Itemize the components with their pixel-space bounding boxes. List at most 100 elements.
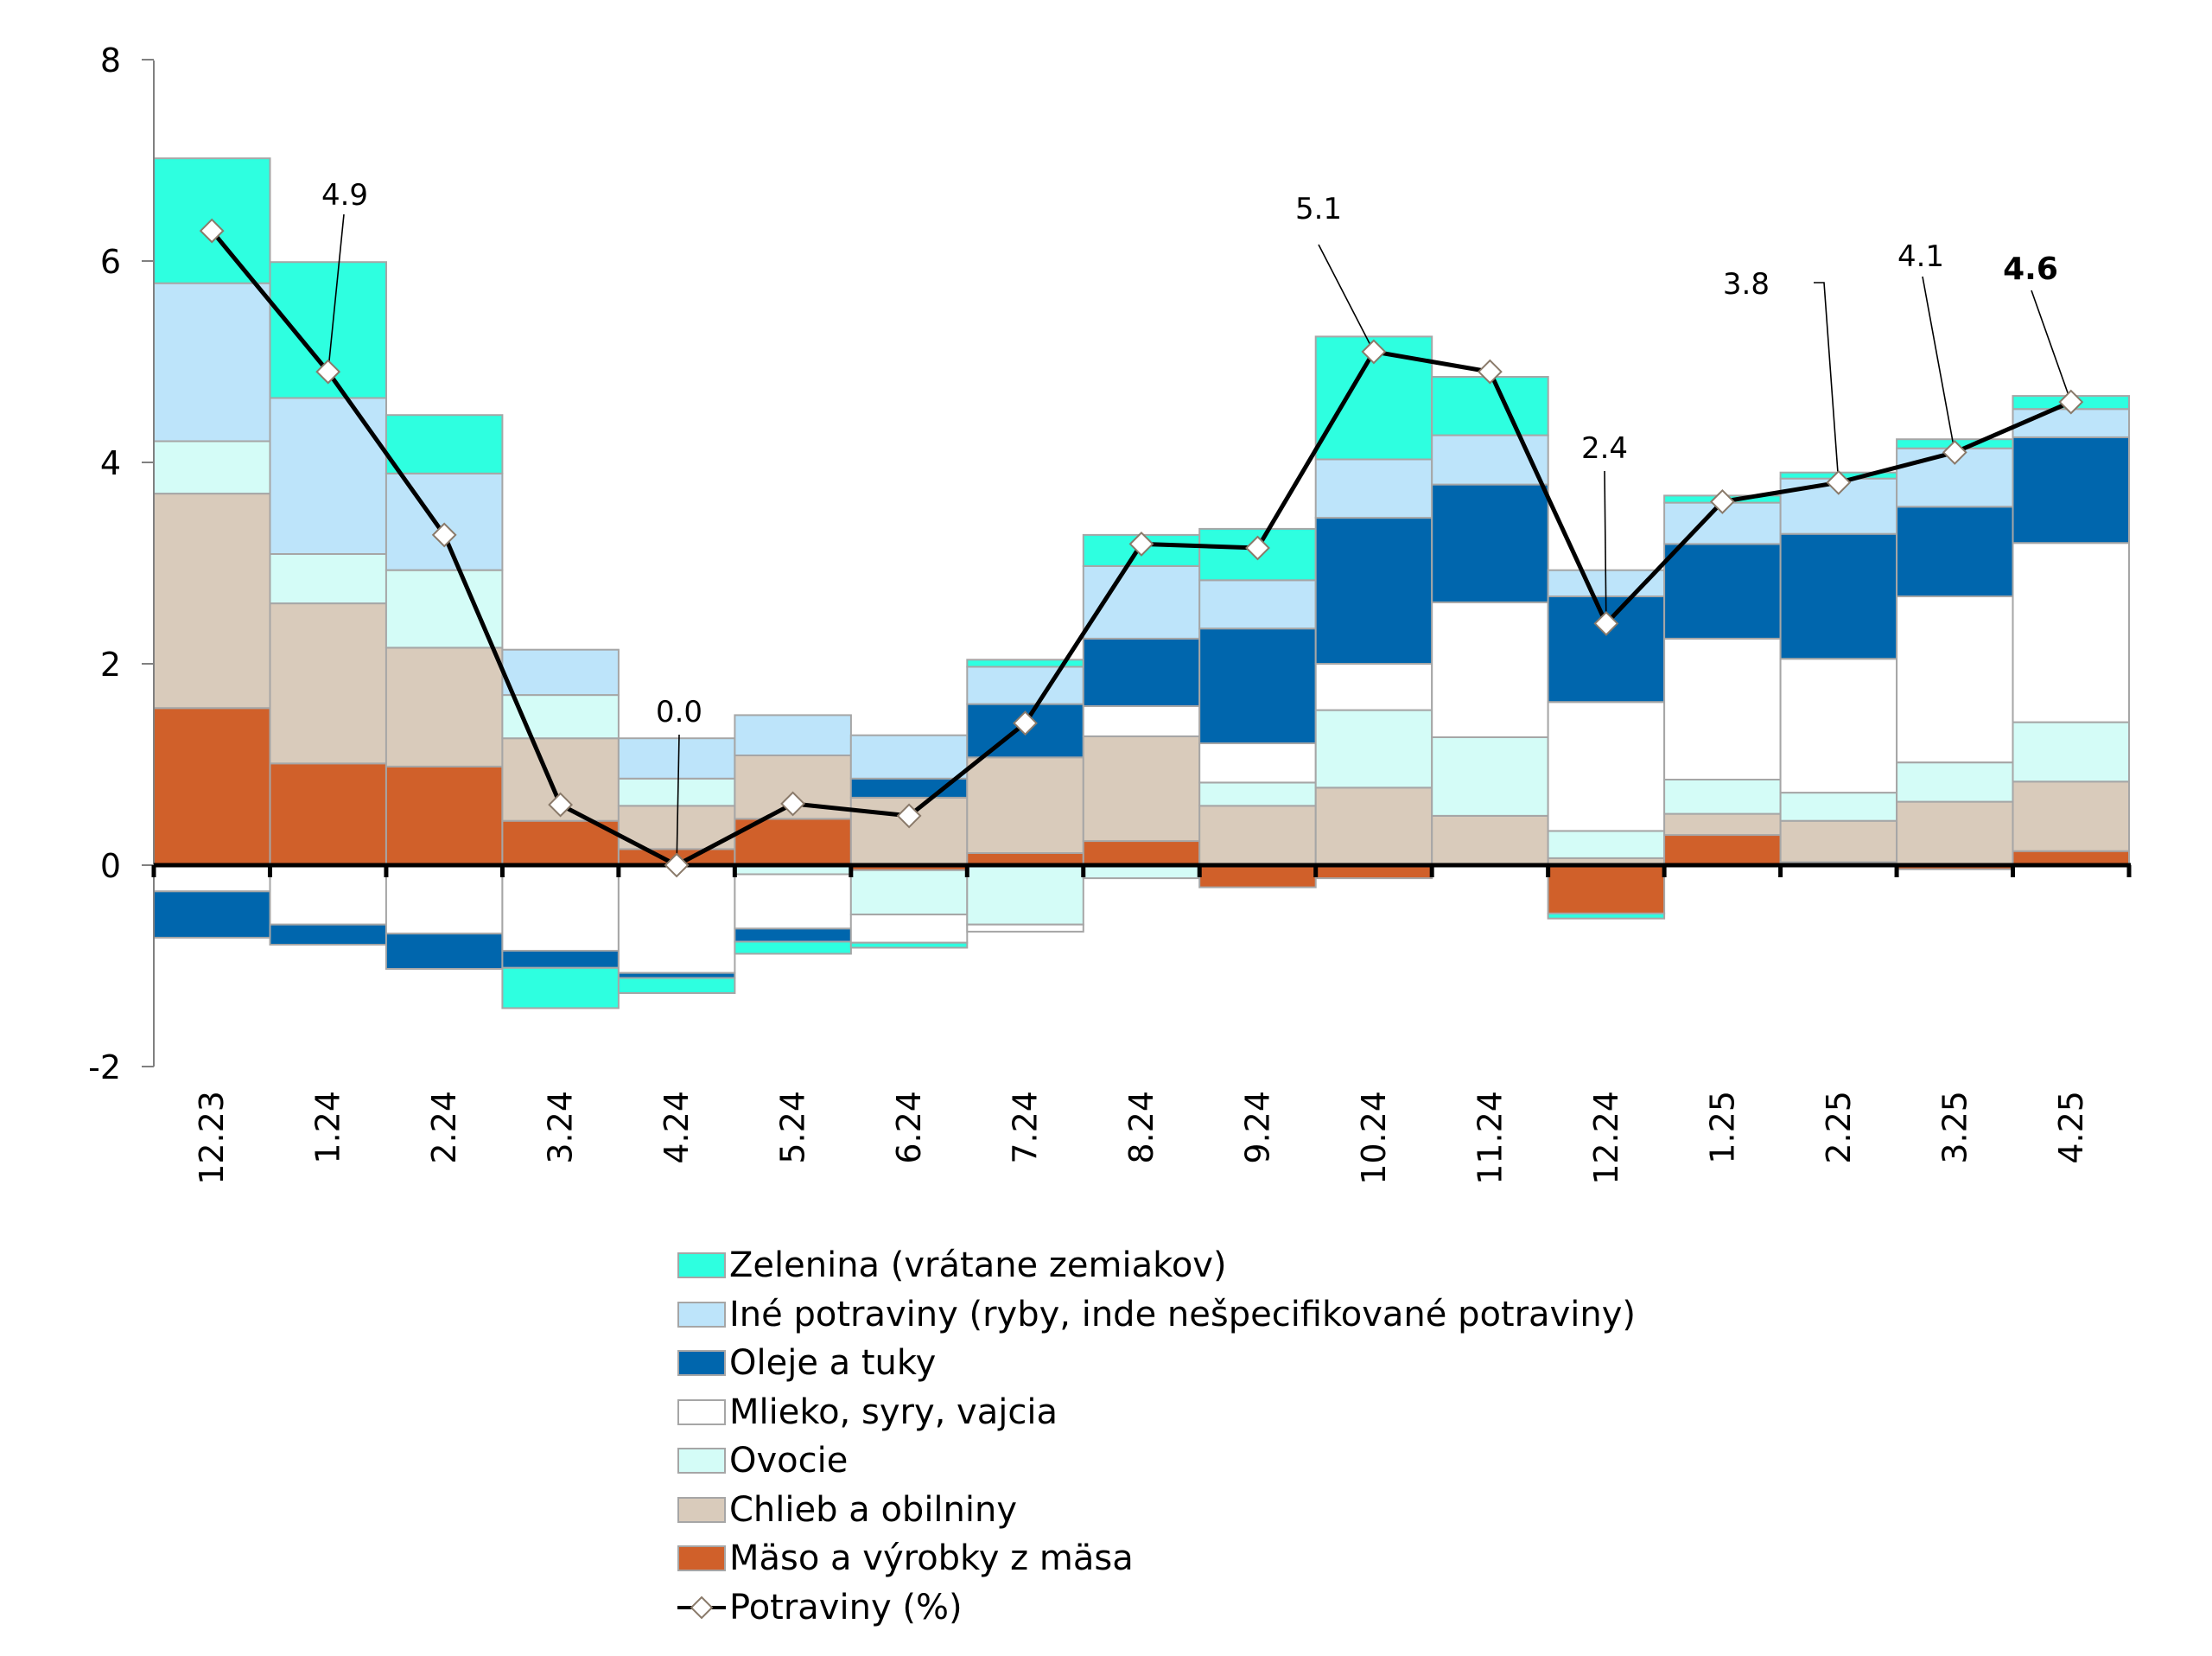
bar-segment-bread bbox=[1431, 814, 1549, 867]
annotation-leader-line bbox=[1604, 470, 1607, 624]
legend-item-meat[interactable]: Mäso a výrobky z mäsa bbox=[677, 1534, 1636, 1583]
bar-segment-bread bbox=[153, 493, 271, 710]
line-point-marker bbox=[2058, 389, 2084, 415]
data-label: 4.1 bbox=[1897, 239, 1944, 274]
legend-swatch-meat bbox=[677, 1545, 726, 1572]
bar-segment-milk bbox=[153, 864, 271, 893]
x-tick-label: 11.24 bbox=[1471, 1091, 1509, 1185]
legend-item-bread[interactable]: Chlieb a obilniny bbox=[677, 1486, 1636, 1535]
x-tick-label: 4.24 bbox=[658, 1091, 696, 1164]
legend-label: Mlieko, syry, vajcia bbox=[729, 1392, 1058, 1432]
x-tick-label: 7.24 bbox=[1007, 1091, 1045, 1164]
bar-segment-milk bbox=[1198, 742, 1317, 784]
bar-segment-oils bbox=[1431, 483, 1549, 603]
y-tick-label: 2 bbox=[100, 646, 121, 684]
line-point-marker bbox=[1128, 531, 1154, 557]
bar-segment-bread bbox=[1663, 812, 1782, 837]
bar-segment-veg bbox=[1547, 912, 1666, 920]
legend-label: Iné potraviny (ryby, inde nešpecifikovan… bbox=[729, 1294, 1636, 1334]
line-point-marker bbox=[1942, 439, 1967, 465]
bar-segment-milk bbox=[1431, 601, 1549, 739]
bar-segment-other bbox=[153, 282, 271, 443]
bar-segment-oils bbox=[501, 950, 620, 969]
legend-swatch-vegetables bbox=[677, 1252, 726, 1279]
legend-item-food-total[interactable]: Potraviny (%) bbox=[677, 1583, 1636, 1633]
bar-segment-meat bbox=[1082, 840, 1201, 866]
x-tick-label: 8.24 bbox=[1122, 1091, 1160, 1164]
legend-item-vegetables[interactable]: Zelenina (vrátane zemiakov) bbox=[677, 1241, 1636, 1290]
bar-segment-veg bbox=[385, 414, 504, 475]
bar-segment-oils bbox=[1663, 543, 1782, 640]
x-tick-label: 12.23 bbox=[193, 1091, 231, 1185]
bar-segment-other bbox=[849, 734, 969, 780]
bar-segment-other bbox=[385, 472, 504, 571]
legend-item-milk[interactable]: Mlieko, syry, vajcia bbox=[677, 1388, 1636, 1437]
bar-segment-other bbox=[501, 648, 620, 697]
bar-segment-oils bbox=[1779, 532, 1898, 660]
x-tick-label: 1.25 bbox=[1703, 1091, 1741, 1164]
bar-segment-oils bbox=[1082, 637, 1201, 708]
bar-segment-milk bbox=[1082, 704, 1201, 737]
bar-segment-milk bbox=[1547, 701, 1666, 832]
y-tick-label: 0 bbox=[100, 847, 121, 885]
line-point-marker bbox=[1477, 359, 1503, 385]
bar-segment-fruit bbox=[1547, 830, 1666, 859]
bar-segment-fruit bbox=[153, 440, 271, 495]
x-tick-label: 4.25 bbox=[2052, 1091, 2090, 1164]
bar-segment-milk bbox=[966, 923, 1084, 933]
y-tick-label: 8 bbox=[100, 41, 121, 80]
bar-segment-fruit bbox=[269, 553, 387, 605]
bar-segment-oils bbox=[153, 890, 271, 939]
line-point-marker bbox=[431, 522, 457, 548]
bar-segment-bread bbox=[1314, 787, 1433, 866]
bar-segment-other bbox=[734, 714, 852, 757]
bar-segment-bread bbox=[1779, 819, 1898, 863]
bar-segment-fruit bbox=[966, 864, 1084, 926]
line-series-layer bbox=[199, 218, 2084, 878]
bar-segment-veg bbox=[849, 941, 969, 949]
x-tick-label: 10.24 bbox=[1355, 1091, 1393, 1185]
line-point-marker bbox=[548, 792, 574, 818]
bar-segment-oils bbox=[269, 923, 387, 946]
bar-segment-fruit bbox=[1431, 736, 1549, 817]
bar-segment-fruit bbox=[385, 569, 504, 649]
data-label: 2.4 bbox=[1581, 431, 1628, 466]
data-label: 0.0 bbox=[656, 695, 702, 729]
bar-segment-fruit bbox=[849, 869, 969, 916]
annotation-leader-line bbox=[1922, 276, 1956, 453]
bar-segment-oils bbox=[2012, 436, 2130, 545]
line-point-marker bbox=[1709, 488, 1735, 514]
annotation-leader-line bbox=[327, 213, 345, 373]
line-point-marker bbox=[1593, 610, 1619, 636]
bar-segment-other bbox=[1082, 565, 1201, 640]
bar-segment-fruit bbox=[617, 777, 736, 807]
bar-segment-bread bbox=[966, 756, 1084, 854]
legend-swatch-bread bbox=[677, 1496, 726, 1523]
annotation-leader-line bbox=[1814, 282, 1840, 483]
bar-segment-milk bbox=[2012, 542, 2130, 723]
data-label: 3.8 bbox=[1723, 267, 1770, 302]
legend-line-marker-icon bbox=[677, 1595, 726, 1621]
bar-segment-milk bbox=[617, 864, 736, 974]
data-label: 4.9 bbox=[321, 178, 368, 213]
y-tick-label: 6 bbox=[100, 243, 121, 281]
legend-item-fruit[interactable]: Ovocie bbox=[677, 1436, 1636, 1486]
bars-layer bbox=[153, 157, 2130, 1010]
bar-segment-oils bbox=[734, 927, 852, 943]
legend-label: Mäso a výrobky z mäsa bbox=[729, 1538, 1134, 1579]
legend-swatch-fruit bbox=[677, 1448, 726, 1474]
bar-segment-milk bbox=[1779, 658, 1898, 794]
annotation-leader-line bbox=[2031, 290, 2072, 403]
legend-label: Potraviny (%) bbox=[729, 1587, 963, 1627]
legend-item-other-food[interactable]: Iné potraviny (ryby, inde nešpecifikovan… bbox=[677, 1290, 1636, 1340]
bar-segment-veg bbox=[617, 977, 736, 994]
bar-segment-veg bbox=[501, 966, 620, 1010]
line-point-marker bbox=[1013, 710, 1038, 736]
legend-item-oils[interactable]: Oleje a tuky bbox=[677, 1339, 1636, 1388]
bar-segment-milk bbox=[501, 864, 620, 952]
bar-segment-bread bbox=[1198, 805, 1317, 866]
bar-segment-bread bbox=[269, 602, 387, 765]
bar-segment-bread bbox=[2012, 780, 2130, 852]
x-tick-label: 3.25 bbox=[1936, 1091, 1974, 1164]
